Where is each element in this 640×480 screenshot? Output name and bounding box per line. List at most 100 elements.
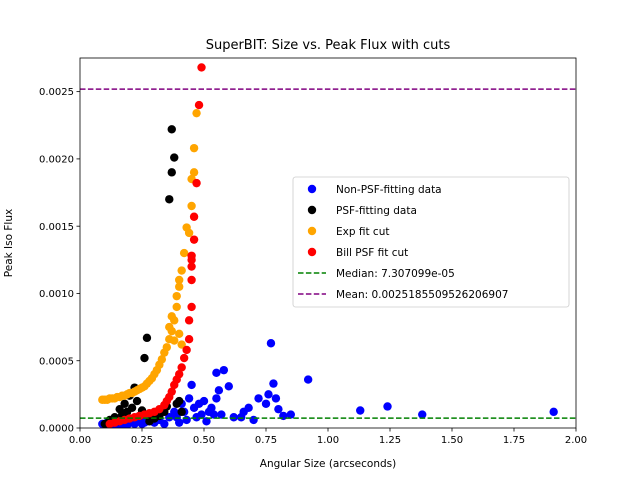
legend-label: Median: 7.307099e-05 <box>336 268 455 280</box>
data-point <box>383 402 392 411</box>
data-point <box>212 368 221 378</box>
data-point <box>184 394 194 403</box>
y-tick-label: 0.0005 <box>39 356 74 367</box>
data-point <box>184 316 194 325</box>
legend-label: PSF-fitting data <box>336 205 417 217</box>
data-point <box>356 406 365 415</box>
y-axis: 0.0000 0.0005 0.0010 0.0015 0.0020 0.0025 <box>39 87 80 435</box>
data-point <box>165 322 174 332</box>
legend-label: Bill PSF fit cut <box>336 247 408 259</box>
data-point <box>219 365 229 375</box>
data-point <box>244 403 253 413</box>
x-tick-label: 1.75 <box>503 435 525 446</box>
data-point <box>172 302 181 312</box>
legend-marker <box>307 247 317 257</box>
x-axis: 0.00 0.25 0.50 0.75 1.00 1.25 1.50 1.75 2.00 <box>69 428 587 446</box>
y-tick-label: 0.0020 <box>39 155 74 166</box>
legend-label: Non-PSF-fitting data <box>336 184 442 196</box>
legend-entry: Bill PSF fit cut <box>307 247 408 259</box>
data-point <box>179 248 189 258</box>
legend-label: Mean: 0.0025185509526206907 <box>336 289 508 301</box>
data-point <box>165 413 174 422</box>
y-tick-label: 0.0000 <box>39 424 74 435</box>
data-point <box>182 345 191 355</box>
data-point <box>202 417 211 426</box>
x-tick-label: 2.00 <box>565 435 587 446</box>
data-point <box>549 407 558 417</box>
legend-entry: Non-PSF-fitting data <box>307 184 442 196</box>
data-point <box>187 262 196 271</box>
plot-area <box>80 63 576 428</box>
data-point <box>165 195 174 204</box>
x-tick-label: 0.25 <box>131 435 153 446</box>
data-point <box>199 396 209 406</box>
data-point <box>187 251 196 260</box>
legend-box <box>292 176 570 308</box>
data-point <box>274 404 283 414</box>
legend-entry: Exp fit cut <box>307 226 389 238</box>
legend: Non-PSF-fitting data PSF-fitting data Exp … <box>292 176 570 308</box>
data-point <box>187 380 196 390</box>
data-point <box>418 410 427 419</box>
data-point <box>120 399 129 408</box>
data-point <box>224 382 233 391</box>
data-point <box>167 168 176 177</box>
legend-entry: Median: 7.307099e-05 <box>298 268 455 280</box>
legend-entry: Mean: 0.0025185509526206907 <box>298 289 508 301</box>
data-point <box>182 415 191 425</box>
data-point <box>189 212 199 221</box>
data-point <box>167 387 176 396</box>
x-axis-label: Angular Size (arcseconds) <box>260 458 396 470</box>
y-tick-label: 0.0015 <box>39 222 74 233</box>
data-point <box>175 329 184 339</box>
x-tick-label: 0.75 <box>255 435 277 446</box>
series-exp-fit-cut <box>98 108 201 404</box>
data-point <box>249 415 258 425</box>
data-point <box>127 403 137 413</box>
data-point <box>189 143 199 153</box>
data-point <box>142 333 152 343</box>
data-point <box>264 390 273 399</box>
series-bill-psf-fit-cut <box>105 63 206 428</box>
data-point <box>175 275 184 285</box>
y-tick-label: 0.0010 <box>39 289 74 300</box>
chart-title: SuperBIT: Size vs. Peak Flux with cuts <box>206 38 451 53</box>
data-point <box>187 302 196 312</box>
data-point <box>189 235 199 244</box>
data-point <box>271 394 281 403</box>
data-point <box>192 178 201 188</box>
data-point <box>286 410 295 419</box>
data-point <box>160 419 169 428</box>
data-point <box>175 369 184 379</box>
data-point <box>261 399 271 408</box>
data-point <box>175 418 184 427</box>
y-axis-label: Peak Iso Flux <box>3 209 15 277</box>
data-point <box>140 353 149 363</box>
x-tick-label: 1.00 <box>317 435 339 446</box>
data-point <box>177 266 186 275</box>
x-tick-label: 0.50 <box>193 435 215 446</box>
x-tick-label: 1.25 <box>379 435 401 446</box>
data-point <box>303 375 313 384</box>
legend-marker <box>307 226 317 236</box>
data-point <box>167 312 176 321</box>
data-point <box>175 396 184 406</box>
data-point <box>217 410 226 419</box>
data-point <box>177 340 186 349</box>
legend-label: Exp fit cut <box>336 226 389 238</box>
data-point <box>184 335 194 344</box>
data-point <box>194 100 204 110</box>
data-point <box>192 108 201 118</box>
data-point <box>184 228 194 238</box>
x-tick-label: 0.00 <box>69 435 91 446</box>
data-point <box>162 343 171 352</box>
data-point <box>177 407 186 417</box>
data-point <box>197 410 206 419</box>
data-point <box>179 353 189 363</box>
legend-marker <box>307 184 317 194</box>
data-point <box>209 410 219 419</box>
data-point <box>214 386 224 395</box>
data-point <box>197 63 206 72</box>
data-point <box>269 379 278 388</box>
